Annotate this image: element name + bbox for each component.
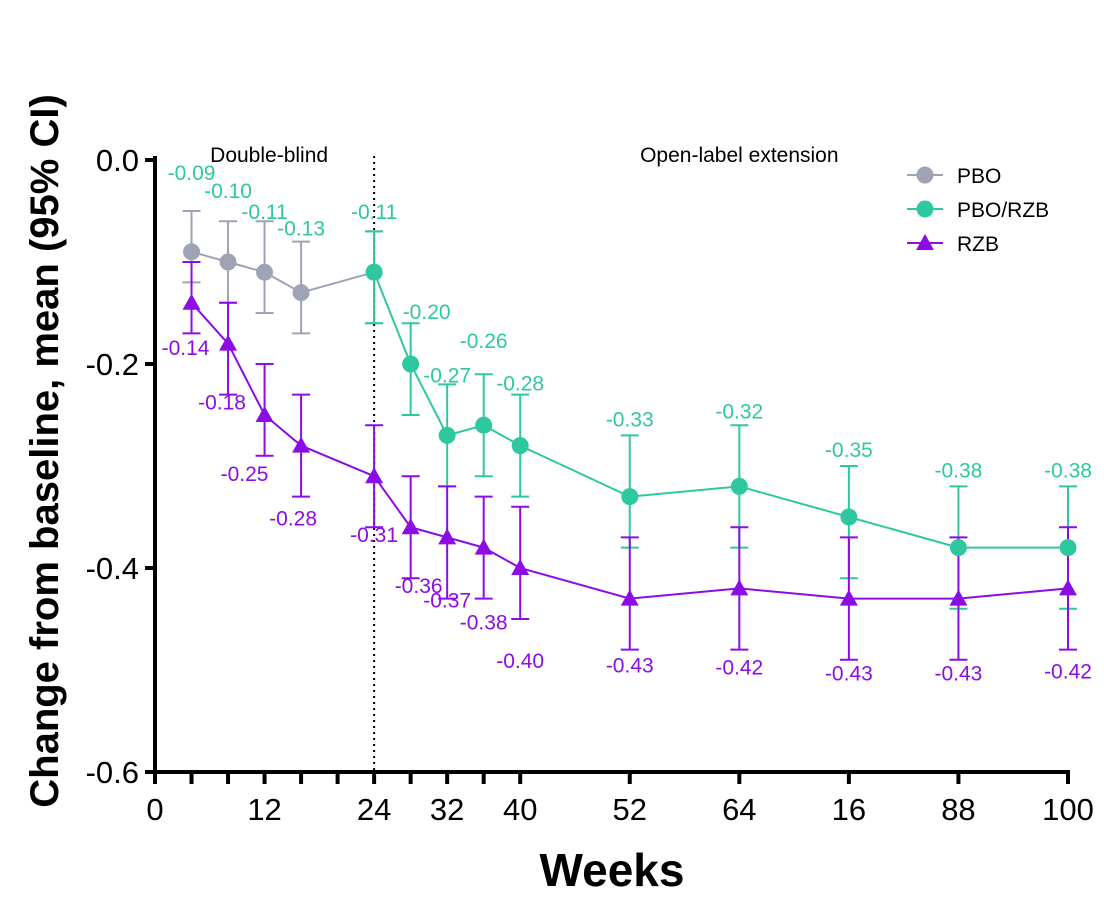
- y-axis-title: Change from baseline, mean (95% CI): [23, 94, 67, 808]
- data-label: -0.11: [351, 201, 397, 224]
- data-label: -0.11: [241, 201, 287, 224]
- data-label: -0.18: [198, 392, 246, 415]
- x-axis-title: Weeks: [540, 844, 685, 896]
- triangle-marker: [474, 538, 493, 555]
- circle-marker: [183, 243, 201, 261]
- series-markers: [182, 243, 1077, 606]
- y-tick-label: -0.2: [86, 347, 139, 382]
- circle-marker: [256, 263, 274, 281]
- data-label: -0.36: [395, 575, 443, 598]
- x-tick-label: 88: [941, 792, 975, 827]
- data-label: -0.43: [606, 655, 654, 678]
- data-label: -0.43: [935, 663, 983, 686]
- x-tick-label: 52: [613, 792, 647, 827]
- y-tick-label: -0.4: [86, 551, 139, 586]
- legend-label: PBO: [957, 165, 1001, 188]
- x-tick-label: 64: [722, 792, 756, 827]
- triangle-marker: [620, 589, 639, 606]
- circle-marker: [475, 416, 493, 434]
- data-label: -0.28: [269, 508, 317, 531]
- data-label: -0.33: [606, 409, 654, 432]
- triangle-marker: [438, 528, 457, 545]
- triangle-marker: [292, 436, 311, 453]
- y-tick-label: -0.6: [86, 755, 139, 790]
- axes: 0.0 -0.2 -0.4 -0.60 12 24 32 40 52 64 16 88 100: [86, 143, 1094, 827]
- data-label: -0.25: [221, 463, 269, 486]
- legend-circle-marker: [916, 200, 934, 218]
- legend-triangle-marker: [916, 234, 934, 250]
- data-label: -0.32: [715, 400, 763, 423]
- triangle-marker: [730, 579, 749, 596]
- circle-marker: [511, 437, 529, 455]
- x-tick-label: 100: [1042, 792, 1094, 827]
- x-tick-label: 24: [357, 792, 391, 827]
- triangle-marker: [182, 293, 201, 310]
- triangle-marker: [219, 334, 238, 351]
- data-label: -0.43: [825, 663, 873, 686]
- annotations: Double-blind Open-label extension: [210, 144, 838, 167]
- data-label: -0.38: [460, 612, 508, 635]
- x-tick-label: 16: [832, 792, 866, 827]
- circle-marker: [621, 488, 639, 506]
- legend: PBO PBO/RZB RZB: [907, 165, 1049, 256]
- data-label: -0.35: [825, 439, 873, 462]
- data-label: -0.27: [423, 364, 471, 387]
- data-label: -0.38: [1044, 460, 1092, 483]
- circle-marker: [438, 426, 456, 444]
- legend-circle-marker: [916, 166, 934, 184]
- circle-marker: [730, 477, 748, 495]
- triangle-marker: [839, 589, 858, 606]
- data-label: -0.37: [423, 589, 471, 612]
- x-tick-label: 0: [146, 792, 163, 827]
- x-tick-label: 32: [430, 792, 464, 827]
- circle-marker: [949, 539, 967, 557]
- data-label: -0.42: [1044, 660, 1092, 683]
- circle-marker: [365, 263, 383, 281]
- y-tick-label: 0.0: [96, 143, 139, 178]
- triangle-marker: [255, 406, 274, 422]
- series-line: [373, 271, 1068, 549]
- x-tick-label: 12: [247, 792, 281, 827]
- triangle-marker: [949, 589, 968, 606]
- data-label: -0.42: [715, 656, 763, 679]
- data-label: -0.40: [496, 650, 544, 673]
- phase-annotation: Open-label extension: [640, 144, 838, 167]
- triangle-marker: [1059, 579, 1077, 596]
- data-label: -0.31: [350, 524, 398, 547]
- data-label: -0.13: [277, 218, 325, 241]
- circle-marker: [219, 253, 237, 271]
- circle-marker: [292, 284, 310, 302]
- data-label: -0.38: [935, 460, 983, 483]
- x-tick-label: 40: [503, 792, 537, 827]
- data-label: -0.10: [204, 180, 252, 203]
- legend-label: RZB: [957, 233, 999, 256]
- circle-marker: [402, 355, 420, 373]
- series-line: [191, 250, 375, 294]
- circle-marker: [840, 508, 858, 526]
- triangle-marker: [365, 467, 384, 484]
- legend-label: PBO/RZB: [957, 199, 1049, 222]
- triangle-marker: [401, 518, 420, 535]
- data-label: -0.26: [460, 330, 508, 353]
- phase-annotation: Double-blind: [210, 144, 328, 167]
- data-labels: -0.09-0.10-0.11-0.13-0.11-0.20-0.27-0.26…: [162, 162, 1092, 686]
- triangle-marker: [511, 559, 530, 575]
- data-label: -0.14: [162, 337, 210, 360]
- circle-marker: [1059, 539, 1077, 557]
- data-label: -0.20: [403, 301, 451, 324]
- data-label: -0.09: [168, 162, 216, 185]
- data-label: -0.28: [496, 373, 544, 396]
